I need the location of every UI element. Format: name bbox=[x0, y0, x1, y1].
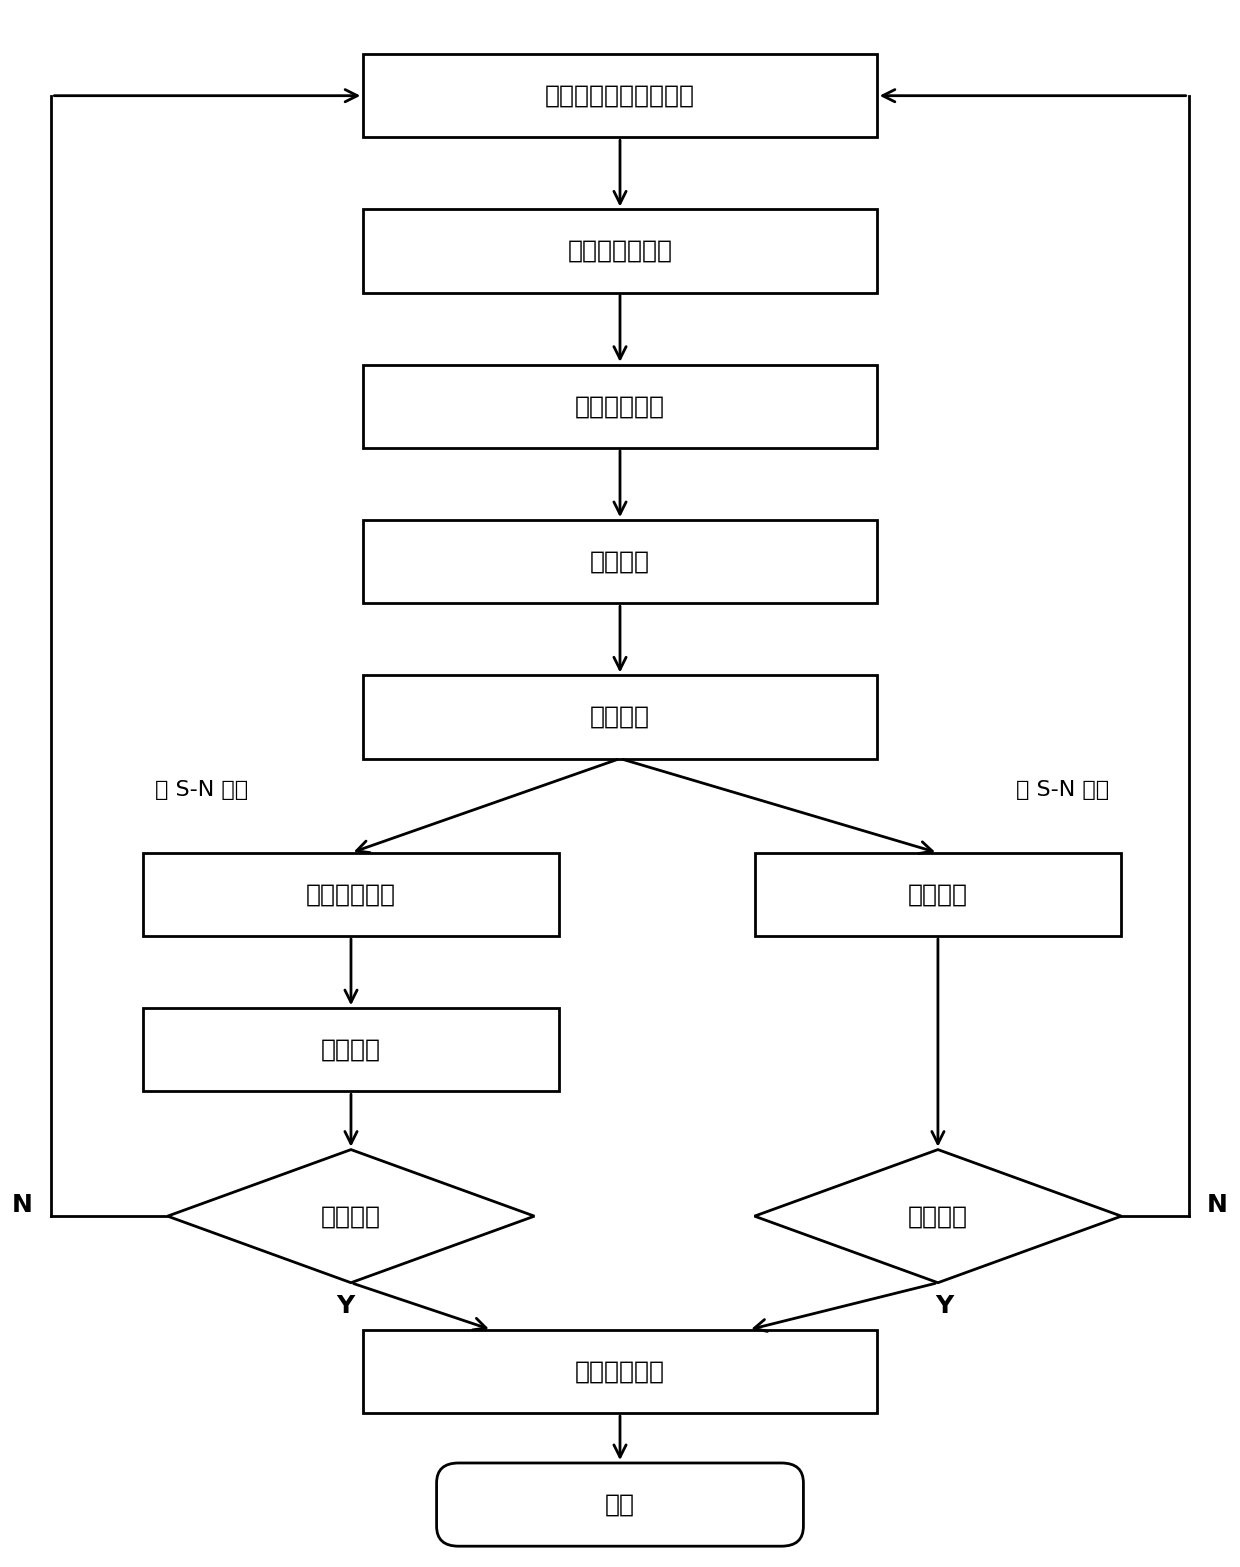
Text: 振动计算: 振动计算 bbox=[908, 882, 968, 906]
Text: 疲劳计算: 疲劳计算 bbox=[321, 1037, 381, 1062]
Text: 结果判断: 结果判断 bbox=[908, 1203, 968, 1229]
Text: 频率响应计算: 频率响应计算 bbox=[306, 882, 396, 906]
Polygon shape bbox=[754, 1150, 1121, 1283]
Text: N: N bbox=[12, 1192, 33, 1218]
Text: Y: Y bbox=[935, 1294, 954, 1318]
Text: 建立电池包有限元模型: 建立电池包有限元模型 bbox=[546, 83, 694, 108]
Text: 结束: 结束 bbox=[605, 1493, 635, 1517]
Bar bbox=[363, 365, 877, 448]
Bar bbox=[754, 852, 1121, 935]
Text: Y: Y bbox=[336, 1294, 353, 1318]
Polygon shape bbox=[167, 1150, 534, 1283]
Text: 有 S-N 曲线: 有 S-N 曲线 bbox=[155, 780, 248, 801]
Text: 模态计算: 模态计算 bbox=[590, 705, 650, 729]
Bar bbox=[143, 1008, 559, 1091]
Text: 结果判断: 结果判断 bbox=[321, 1203, 381, 1229]
Text: N: N bbox=[1207, 1192, 1228, 1218]
Bar bbox=[363, 1330, 877, 1413]
Text: 无 S-N 曲线: 无 S-N 曲线 bbox=[1016, 780, 1109, 801]
Bar bbox=[363, 675, 877, 758]
Bar bbox=[143, 852, 559, 935]
Text: 设置尺寸、材料: 设置尺寸、材料 bbox=[568, 240, 672, 263]
Text: 建立连接关系: 建立连接关系 bbox=[575, 395, 665, 418]
Bar bbox=[363, 210, 877, 293]
Bar bbox=[363, 55, 877, 138]
Text: 施加约束: 施加约束 bbox=[590, 550, 650, 574]
Bar bbox=[363, 520, 877, 603]
Text: 保存计算结果: 保存计算结果 bbox=[575, 1360, 665, 1384]
FancyBboxPatch shape bbox=[436, 1464, 804, 1547]
